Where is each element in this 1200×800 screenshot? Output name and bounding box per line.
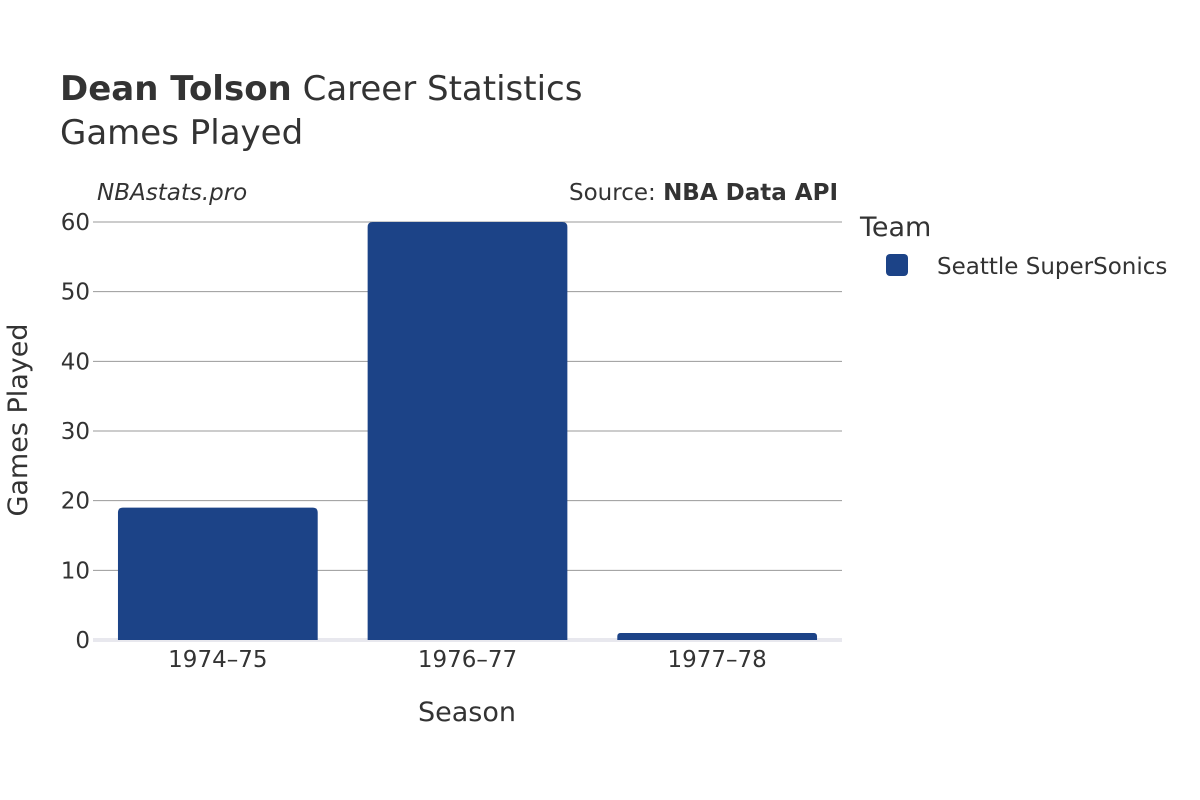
y-tick-label: 30	[61, 419, 90, 445]
y-tick-labels: 0 10 20 30 40 50 60	[61, 210, 90, 654]
legend-label: Seattle SuperSonics	[937, 254, 1167, 280]
legend-swatch	[886, 254, 908, 276]
bar-1977–78[interactable]	[617, 633, 818, 640]
y-tick-label: 50	[61, 280, 90, 306]
chart-subtitle: Games Played	[60, 113, 303, 153]
y-tick-label: 20	[61, 489, 90, 515]
legend: Seattle SuperSonics	[886, 254, 1167, 280]
x-tick-label: 1974–75	[168, 647, 267, 673]
legend-title: Team	[859, 212, 931, 243]
bars	[117, 222, 818, 640]
x-tick-label: 1977–78	[668, 647, 767, 673]
y-tick-label: 40	[61, 349, 90, 375]
bar-1976–77[interactable]	[367, 222, 568, 640]
source-name: NBA Data API	[663, 180, 838, 206]
y-tick-label: 10	[61, 558, 90, 584]
x-tick-labels: 1974–75 1976–77 1977–78	[168, 647, 767, 673]
source-credit: Source: NBA Data API	[569, 180, 838, 206]
chart-title: Dean Tolson Career Statistics	[60, 69, 582, 109]
x-tick-label: 1976–77	[418, 647, 517, 673]
bar-1974–75[interactable]	[117, 507, 318, 640]
y-tick-label: 60	[61, 210, 90, 236]
x-axis-title: Season	[418, 697, 516, 728]
y-tick-label: 0	[75, 628, 90, 654]
source-prefix: Source:	[569, 180, 663, 206]
title-suffix: Career Statistics	[292, 69, 583, 109]
watermark: NBAstats.pro	[97, 180, 247, 206]
player-name: Dean Tolson	[60, 69, 292, 109]
y-axis-title: Games Played	[3, 323, 34, 516]
